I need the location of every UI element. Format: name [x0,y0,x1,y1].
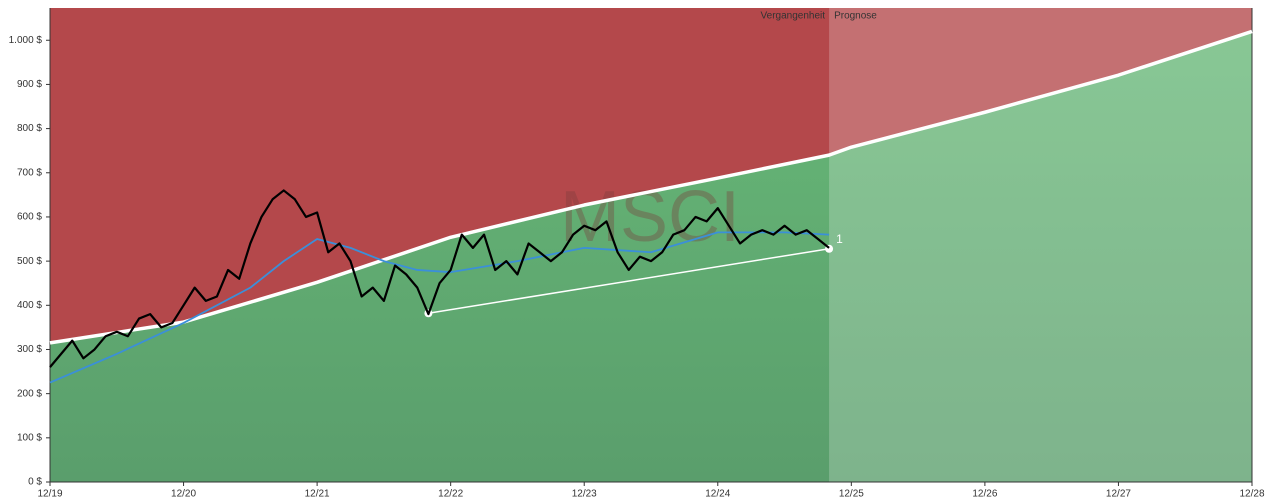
y-tick-label: 800 $ [17,123,42,134]
y-tick-label: 900 $ [17,79,42,90]
forecast-zone [829,8,1252,482]
y-tick-label: 1.000 $ [9,35,43,46]
x-tick-label: 12/24 [705,489,730,500]
x-tick-label: 12/27 [1106,489,1131,500]
trend-label: 1 [836,232,843,246]
y-tick-label: 400 $ [17,300,42,311]
y-tick-label: 600 $ [17,212,42,223]
moving-average-line [49,231,830,384]
x-tick-label: 12/23 [572,489,597,500]
x-tick-label: 12/25 [839,489,864,500]
y-tick-label: 200 $ [17,388,42,399]
x-tick-label: 12/21 [305,489,330,500]
fair-value-area [50,31,1252,482]
forecast-label: Prognose [834,11,877,22]
watermark: MSCI [560,177,740,257]
x-tick-label: 12/19 [37,489,62,500]
x-tick-label: 12/26 [972,489,997,500]
y-tick-label: 700 $ [17,167,42,178]
price-line [49,189,830,368]
x-tick-label: 12/28 [1239,489,1264,500]
y-tick-label: 500 $ [17,256,42,267]
x-tick-label: 12/22 [438,489,463,500]
y-tick-label: 0 $ [28,477,42,488]
x-tick-label: 12/20 [171,489,196,500]
y-tick-label: 300 $ [17,344,42,355]
y-tick-label: 100 $ [17,432,42,443]
fair-value-line [49,29,1253,345]
past-label: Vergangenheit [761,11,826,22]
trend-line [428,248,830,314]
